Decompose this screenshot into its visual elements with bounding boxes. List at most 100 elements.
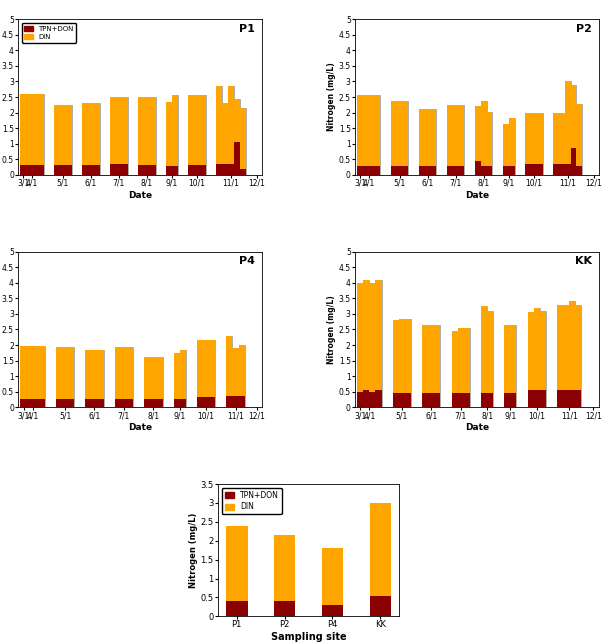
Bar [144, 97, 150, 175]
Bar [228, 86, 234, 164]
Bar [525, 112, 531, 164]
Bar [374, 95, 381, 175]
Bar [88, 103, 94, 175]
Bar [509, 118, 515, 175]
Bar [559, 112, 565, 164]
Bar [370, 596, 391, 616]
Bar [88, 103, 94, 166]
Bar [425, 108, 431, 166]
Bar [419, 166, 425, 175]
Bar [121, 399, 127, 407]
Bar [238, 345, 244, 407]
Bar [82, 103, 88, 166]
Bar [363, 280, 370, 390]
Bar [174, 353, 180, 399]
Bar [66, 166, 71, 175]
Bar [357, 95, 363, 175]
Bar [200, 96, 206, 166]
Bar [194, 166, 200, 175]
Bar [459, 166, 465, 175]
Bar [62, 347, 68, 407]
Bar [232, 348, 238, 407]
Bar [569, 302, 575, 390]
Bar [553, 112, 559, 164]
Bar [393, 320, 399, 407]
Bar [88, 166, 94, 175]
Bar [32, 94, 38, 165]
Bar [188, 96, 194, 175]
Bar [557, 304, 563, 390]
Bar [110, 97, 116, 175]
Bar [222, 103, 228, 175]
X-axis label: Date: Date [465, 423, 489, 432]
Bar [234, 99, 240, 142]
Bar [194, 96, 200, 166]
Bar [94, 166, 100, 175]
Bar [531, 112, 537, 175]
Bar [62, 347, 68, 399]
Bar [363, 95, 368, 175]
Bar [422, 394, 428, 407]
Bar [363, 166, 368, 175]
Bar [226, 396, 232, 407]
Text: KK: KK [575, 256, 592, 266]
Bar [188, 166, 194, 175]
Bar [393, 394, 399, 407]
Bar [150, 97, 155, 166]
Bar [481, 101, 486, 175]
Bar [525, 164, 531, 175]
Bar [511, 394, 517, 407]
Bar [138, 166, 144, 175]
Bar [464, 328, 470, 407]
Bar [33, 345, 39, 399]
Bar [509, 118, 515, 166]
Bar [475, 107, 481, 175]
Bar [540, 311, 546, 390]
Bar [127, 347, 133, 399]
Bar [194, 96, 200, 175]
Bar [453, 105, 459, 166]
Bar [274, 601, 295, 616]
Bar [577, 166, 582, 175]
Bar [27, 345, 33, 399]
Bar [27, 399, 33, 407]
Bar [172, 94, 178, 175]
Bar [122, 97, 128, 164]
Bar [511, 325, 517, 407]
Bar [85, 351, 91, 407]
Bar [97, 351, 103, 399]
X-axis label: Date: Date [128, 191, 152, 200]
Bar [127, 399, 133, 407]
Bar [150, 399, 157, 407]
Bar [422, 325, 428, 407]
Bar [487, 394, 493, 407]
X-axis label: Date: Date [465, 191, 489, 200]
Bar [82, 103, 88, 175]
Bar [97, 399, 103, 407]
Bar [559, 112, 565, 175]
Bar [481, 306, 487, 394]
Bar [54, 105, 60, 175]
Bar [402, 166, 408, 175]
Bar [397, 166, 402, 175]
Bar [451, 331, 457, 407]
Bar [357, 95, 363, 166]
Bar [66, 105, 71, 175]
Bar [232, 348, 238, 396]
Bar [405, 394, 411, 407]
Bar [144, 399, 150, 407]
Bar [222, 103, 228, 164]
Bar [110, 164, 116, 175]
Bar [363, 390, 370, 407]
Bar [238, 396, 244, 407]
Bar [39, 345, 45, 407]
Bar [234, 99, 240, 175]
Bar [537, 112, 543, 175]
Bar [575, 304, 581, 407]
Bar [557, 390, 563, 407]
Bar [537, 164, 543, 175]
Bar [425, 166, 431, 175]
Bar [94, 103, 100, 175]
Bar [487, 311, 493, 394]
Bar [505, 325, 511, 394]
